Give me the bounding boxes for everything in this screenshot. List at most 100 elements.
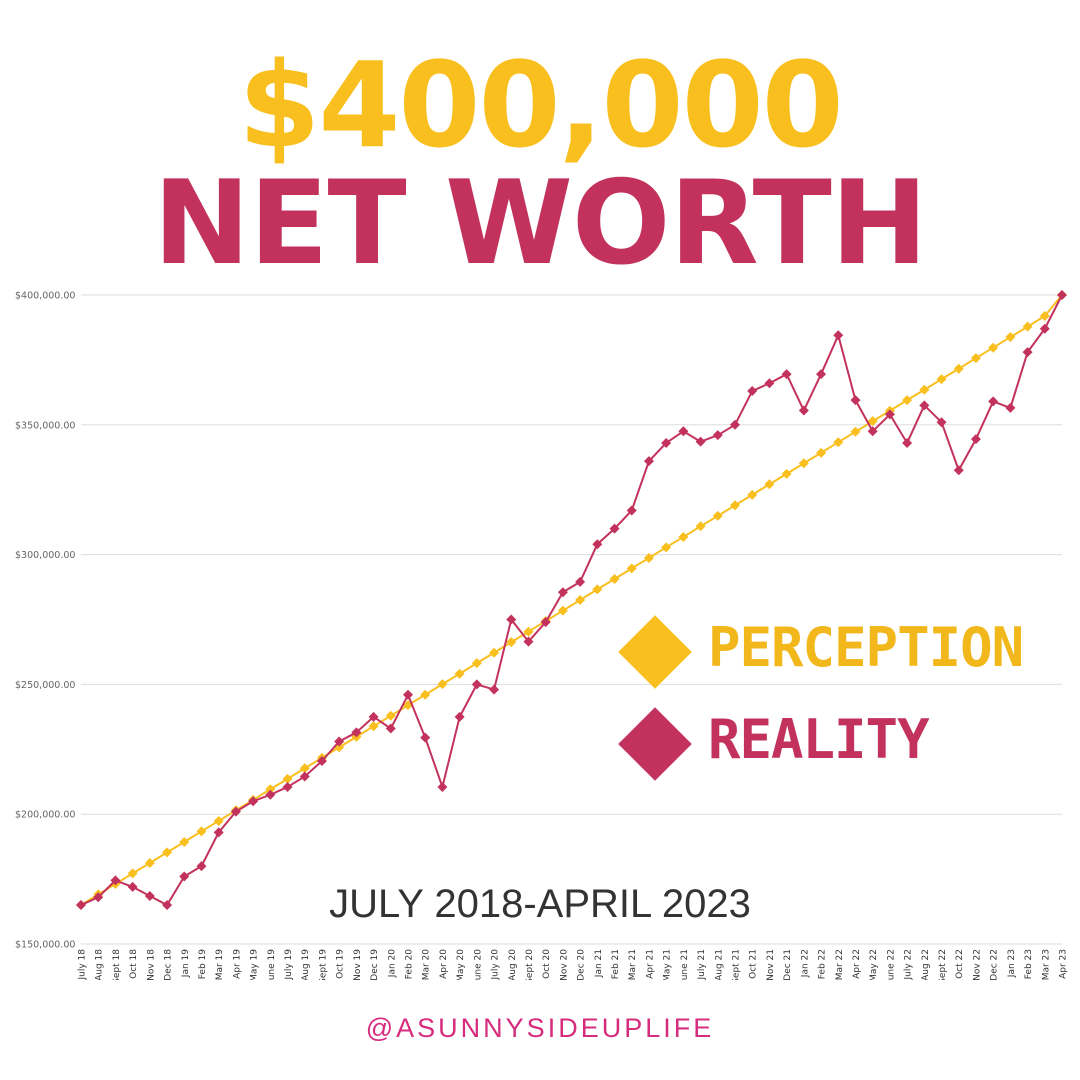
reality-point: [471, 679, 482, 690]
reality-point: [454, 711, 465, 722]
x-tick-label: Jan 19: [181, 949, 191, 978]
reality-point: [162, 900, 173, 911]
perception-point: [850, 426, 861, 437]
reality-point: [1022, 347, 1033, 358]
legend-perception-label: PERCEPTION: [708, 616, 1024, 679]
reality-point: [695, 436, 706, 447]
x-tick-label: Mar 23: [1041, 949, 1051, 980]
x-tick-label: May 22: [869, 949, 879, 980]
y-tick-label: $400,000.00: [15, 291, 75, 302]
perception-point: [747, 489, 758, 500]
reality-point: [988, 396, 999, 407]
x-tick-label: June 20: [473, 949, 483, 980]
perception-point: [282, 773, 293, 784]
perception-point: [471, 658, 482, 669]
perception-point: [385, 710, 396, 721]
perception-point: [489, 647, 500, 658]
reality-point: [506, 614, 517, 625]
reality-point: [420, 732, 431, 743]
perception-series: [76, 290, 1067, 911]
x-tick-label: Nov 21: [766, 949, 776, 980]
x-tick-label: Dec 19: [370, 949, 380, 980]
perception-point: [661, 542, 672, 553]
perception-point: [506, 637, 517, 648]
reality-point: [385, 723, 396, 734]
perception-point: [299, 763, 310, 774]
reality-point: [816, 369, 827, 380]
x-tick-label: Nov 18: [146, 949, 156, 980]
perception-point: [179, 836, 190, 847]
perception-point: [781, 468, 792, 479]
x-tick-label: Oct 20: [542, 949, 552, 979]
perception-point: [265, 784, 276, 795]
perception-point: [196, 826, 207, 837]
reality-point: [747, 386, 758, 397]
reality-point: [798, 405, 809, 416]
reality-point: [833, 330, 844, 341]
x-tick-label: Mar 22: [835, 949, 845, 980]
reality-point: [953, 465, 964, 476]
perception-point: [867, 416, 878, 427]
reality-point: [712, 430, 723, 441]
reality-point: [764, 378, 775, 389]
x-tick-label: Feb 23: [1024, 949, 1034, 979]
perception-point: [368, 721, 379, 732]
reality-point: [643, 456, 654, 467]
perception-point: [970, 353, 981, 364]
x-tick-label: Dec 18: [164, 949, 174, 980]
headline-label: NET WORTH: [153, 156, 928, 291]
reality-point: [850, 395, 861, 406]
reality-point: [282, 781, 293, 792]
reality-point: [127, 881, 138, 892]
perception-point: [592, 584, 603, 595]
x-tick-label: Apr 20: [439, 949, 449, 979]
x-tick-label: Aug 21: [714, 949, 724, 980]
x-tick-label: Aug 18: [95, 949, 105, 980]
x-tick-label: Nov 20: [559, 949, 569, 980]
perception-point: [730, 500, 740, 511]
perception-point: [523, 626, 534, 637]
y-tick-label: $250,000.00: [15, 680, 75, 691]
reality-point: [489, 684, 500, 695]
reality-point: [76, 900, 86, 911]
x-tick-label: Aug 19: [301, 949, 311, 980]
y-tick-label: $200,000.00: [15, 810, 75, 821]
x-axis-ticks: July 18 Aug 18 Sept 18 Oct 18 Nov 18 Dec 18 Ja…: [78, 949, 1069, 980]
reality-point: [730, 419, 740, 430]
perception-point: [712, 510, 723, 521]
x-tick-label: Feb 20: [405, 949, 415, 980]
perception-point: [953, 363, 964, 374]
perception-point: [144, 858, 155, 869]
x-tick-label: Oct 21: [749, 949, 759, 979]
x-tick-label: Jan 21: [594, 949, 604, 978]
x-tick-label: Aug 20: [508, 949, 518, 980]
reality-series: [76, 290, 1067, 911]
x-tick-label: Oct 22: [955, 949, 965, 979]
x-tick-label: Dec 20: [577, 949, 587, 980]
perception-point: [626, 563, 637, 574]
reality-point: [93, 892, 104, 903]
x-tick-label: Feb 22: [818, 949, 828, 979]
x-tick-label: Sept 21: [732, 949, 742, 980]
perception-point: [643, 552, 654, 563]
reality-point: [265, 789, 276, 800]
gridlines: [81, 294, 1062, 945]
reality-point: [902, 437, 913, 448]
x-tick-label: Feb 19: [198, 949, 208, 980]
perception-line: [80, 294, 1063, 906]
y-tick-label: $300,000.00: [15, 550, 75, 561]
perception-point: [213, 815, 224, 826]
x-tick-label: Sept 20: [525, 949, 535, 980]
reality-point: [936, 417, 947, 428]
reality-point: [970, 434, 981, 445]
x-tick-label: July 21: [697, 949, 707, 980]
x-tick-label: Sept 19: [318, 949, 328, 980]
series-layer: [76, 290, 1067, 911]
perception-point: [557, 605, 568, 616]
reality-point: [781, 369, 792, 380]
perception-point: [695, 521, 706, 532]
reality-point: [661, 437, 672, 448]
x-tick-label: June 19: [267, 949, 277, 980]
perception-point: [798, 458, 809, 469]
perception-point: [1005, 332, 1016, 343]
